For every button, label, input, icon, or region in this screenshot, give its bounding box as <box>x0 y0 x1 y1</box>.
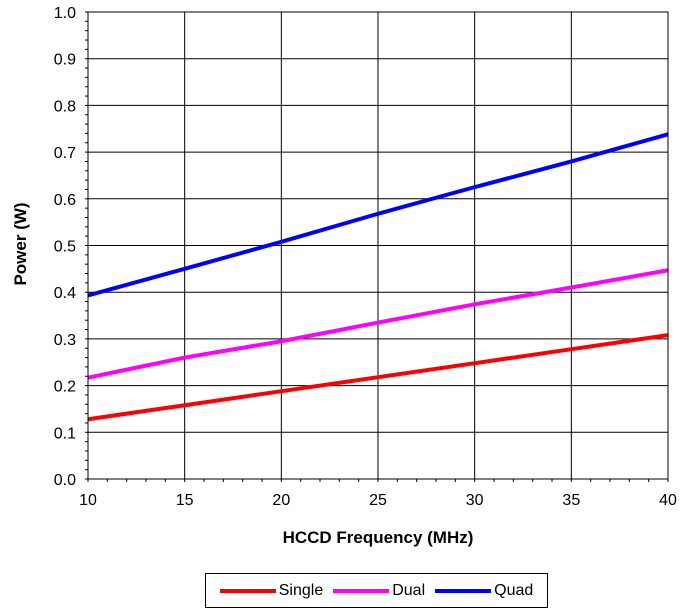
series-lines <box>87 132 669 422</box>
y-tick-label: 0.4 <box>54 285 76 302</box>
legend-label: Quad <box>494 581 534 599</box>
y-tick-label: 0.0 <box>54 472 76 489</box>
x-tick-label: 25 <box>369 492 387 509</box>
legend: Single Dual Quad <box>205 573 548 608</box>
legend-label: Dual <box>392 581 426 599</box>
x-tick-label: 30 <box>466 492 484 509</box>
x-tick-label: 10 <box>79 492 97 509</box>
legend-swatch <box>219 588 276 593</box>
y-tick-label: 0.9 <box>54 52 76 69</box>
y-tick-label: 0.2 <box>54 379 76 396</box>
y-tick-label: 0.5 <box>54 239 76 256</box>
plot-area-frame <box>87 11 669 480</box>
y-tick-label: 0.6 <box>54 192 76 209</box>
y-tick-label: 0.7 <box>54 145 76 162</box>
y-tick-labels: 0.0 0.1 0.2 0.3 0.4 0.5 0.6 0.7 0.8 0.9 1.0 <box>54 5 76 489</box>
x-tick-label: 35 <box>562 492 580 509</box>
series-line-single <box>87 333 669 422</box>
x-tick-labels: 10 15 20 25 30 35 40 <box>79 492 677 509</box>
x-tick-label: 20 <box>272 492 290 509</box>
legend-swatch <box>435 588 492 593</box>
y-tick-label: 0.1 <box>54 425 76 442</box>
y-tick-label: 0.3 <box>54 332 76 349</box>
legend-item-single: Single <box>219 581 324 600</box>
x-tick-label: 40 <box>659 492 677 509</box>
legend-label: Single <box>278 581 324 599</box>
legend-item-quad: Quad <box>435 582 533 600</box>
y-tick-label: 0.8 <box>54 98 76 115</box>
series-line-dual <box>87 268 669 380</box>
legend-swatch <box>333 588 390 593</box>
x-tick-label: 15 <box>176 492 194 509</box>
x-axis-label: HCCD Frequency (MHz) <box>283 528 474 547</box>
series-line-quad <box>87 132 669 298</box>
grid-lines <box>87 11 669 480</box>
y-axis-label: Power (W) <box>11 202 30 285</box>
y-tick-label: 1.0 <box>54 5 76 22</box>
minor-ticks <box>85 11 669 482</box>
legend-item-dual: Dual <box>333 582 425 600</box>
